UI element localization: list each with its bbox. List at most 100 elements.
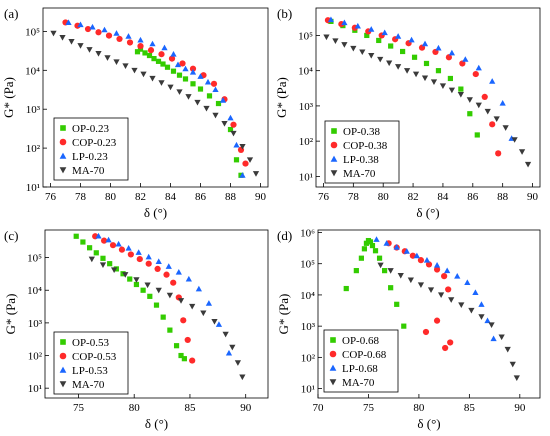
plot-frame [317, 229, 541, 399]
x-tick-label: 90 [255, 191, 267, 203]
data-point [104, 55, 111, 61]
data-point [177, 298, 185, 304]
y-tick-label: 10⁴ [27, 285, 42, 297]
data-point [421, 75, 429, 82]
panel-c: (c) 75 80 85 90 10¹ 10² 10³ 10⁴ 10⁵ δ (°) G* (Pa) OP… [3, 228, 269, 431]
data-point [145, 260, 152, 267]
data-point [50, 30, 57, 37]
data-point [382, 268, 388, 274]
data-point [341, 19, 348, 26]
data-point [433, 262, 441, 268]
data-point [400, 48, 406, 55]
data-point [154, 265, 161, 273]
data-point [518, 149, 526, 155]
y-tick-label: 10⁶ [300, 227, 315, 239]
data-point [242, 160, 249, 167]
data-point [180, 317, 187, 324]
y-tick-label: 10³ [301, 321, 316, 333]
legend-label: COP-0.38 [343, 140, 388, 152]
data-point [474, 132, 480, 138]
data-point [212, 112, 219, 119]
data-point [466, 97, 473, 103]
data-point [444, 267, 451, 274]
data-point [403, 68, 411, 74]
legend-marker [329, 364, 337, 371]
data-point [204, 78, 212, 85]
data-point [203, 105, 210, 112]
data-point [205, 300, 213, 306]
y-axis-title: G* (Pa) [1, 77, 16, 118]
legend: OP-0.23 COP-0.23 LP-0.23 MA-70 [53, 117, 129, 181]
data-point [227, 114, 234, 121]
x-tick-label: 88 [497, 191, 509, 203]
data-point [84, 25, 92, 33]
x-tick-label: 85 [464, 402, 476, 414]
legend-label: COP-0.23 [72, 137, 117, 149]
data-point [395, 64, 402, 70]
data-point [467, 111, 473, 117]
series-LP-0.68 [373, 236, 497, 342]
data-point [219, 97, 227, 103]
data-point [176, 89, 183, 95]
x-tick-label: 76 [45, 191, 57, 203]
data-point [87, 245, 93, 251]
data-point [146, 52, 153, 59]
data-point [417, 282, 425, 288]
data-point [354, 22, 361, 29]
data-point [246, 157, 254, 163]
data-point [89, 23, 96, 30]
data-point [403, 248, 410, 254]
series-LP-0.53 [95, 232, 233, 356]
panel-a: (a) 76 78 80 82 84 86 88 90 10¹ 10² 10³ 10⁴ 10⁵ δ (°) G… [1, 6, 269, 220]
data-point [376, 255, 383, 261]
x-axis-title: δ (°) [144, 205, 167, 220]
series-COP-0.23 [62, 19, 249, 167]
data-point [239, 374, 246, 381]
data-point [176, 72, 183, 78]
data-point [194, 99, 201, 106]
data-point [504, 346, 511, 353]
y-tick-label: 10² [26, 143, 41, 155]
data-point [77, 43, 84, 49]
data-point [200, 310, 207, 317]
data-point [151, 56, 157, 62]
legend-marker [330, 337, 336, 343]
x-tick-label: 76 [318, 191, 330, 203]
panel-label: (d) [277, 228, 292, 243]
data-point [368, 52, 375, 59]
data-point [478, 314, 485, 320]
data-point [101, 26, 108, 33]
data-point [126, 39, 134, 46]
data-point [454, 273, 461, 279]
data-point [100, 237, 108, 244]
data-point [448, 297, 455, 303]
data-point [239, 143, 246, 150]
data-point [422, 328, 430, 336]
legend: OP-0.53 COP-0.53 LP-0.53 MA-70 [53, 331, 129, 395]
data-point [178, 352, 184, 359]
legend-label: LP-0.38 [343, 154, 379, 166]
data-point [140, 71, 147, 78]
data-point [136, 255, 143, 263]
data-point [161, 44, 168, 51]
data-point [377, 262, 384, 269]
legend-label: OP-0.23 [72, 123, 109, 135]
data-point [88, 256, 95, 263]
x-axis-title: δ (°) [416, 205, 439, 220]
data-point [181, 356, 187, 362]
data-point [502, 125, 509, 131]
data-point [448, 87, 456, 94]
data-point [458, 86, 464, 92]
legend-marker [60, 339, 66, 345]
data-point [445, 54, 453, 61]
data-point [423, 257, 431, 263]
y-tick-label: 10³ [26, 104, 41, 116]
data-point [147, 293, 153, 299]
x-axis-title: δ (°) [417, 416, 440, 431]
legend-marker [330, 141, 338, 149]
data-point [233, 141, 240, 148]
data-point [170, 279, 177, 286]
data-point [142, 50, 148, 56]
y-tick-label: 10⁴ [298, 66, 313, 78]
data-point [458, 302, 465, 308]
